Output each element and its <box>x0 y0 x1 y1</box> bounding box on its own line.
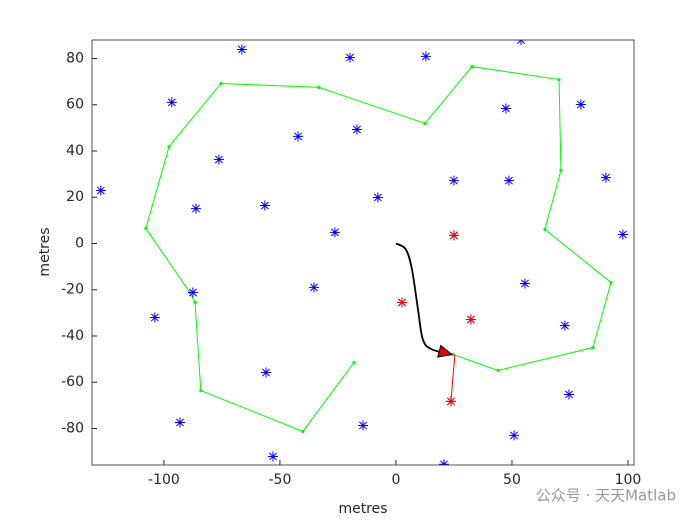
landmark-marker <box>500 103 511 114</box>
y-tick-label: 40 <box>66 143 84 159</box>
landmark-marker <box>174 417 185 428</box>
waypoint-marker <box>451 352 455 357</box>
x-tick-label: 0 <box>391 472 400 488</box>
waypoint-marker <box>609 280 613 285</box>
landmark-marker <box>372 192 383 203</box>
landmark-marker <box>213 154 224 165</box>
landmark-marker <box>445 396 456 407</box>
series-line <box>395 242 453 356</box>
waypoint-marker <box>591 345 595 350</box>
waypoint-marker <box>193 300 197 305</box>
landmark-marker <box>166 97 177 108</box>
landmark-marker <box>503 175 514 186</box>
series-line <box>450 354 456 402</box>
y-tick-label: -40 <box>61 328 84 344</box>
landmark-marker <box>95 185 106 196</box>
landmark-marker <box>448 230 459 241</box>
x-tick-label: -50 <box>268 472 291 488</box>
landmark-marker <box>236 44 247 55</box>
y-tick-label: 80 <box>66 50 84 66</box>
waypoint-marker <box>301 429 305 434</box>
landmark-marker <box>358 420 368 431</box>
waypoint-marker <box>144 226 148 231</box>
landmark-marker <box>259 200 270 211</box>
y-tick-label: 60 <box>66 97 84 113</box>
landmark-marker <box>438 459 449 465</box>
landmark-marker <box>564 389 575 400</box>
landmark-marker <box>575 99 586 110</box>
landmark-marker <box>600 172 611 183</box>
waypoint-marker <box>167 144 171 149</box>
landmark-marker <box>309 282 320 293</box>
waypoint-marker <box>317 85 321 90</box>
waypoint-marker <box>559 168 563 173</box>
x-tick-label: 50 <box>503 472 521 488</box>
landmark-marker <box>190 203 201 214</box>
waypoint-marker <box>557 77 561 82</box>
landmark-marker <box>329 227 340 238</box>
landmark-marker <box>345 52 356 63</box>
x-tick-label: -100 <box>148 472 180 488</box>
landmark-marker <box>465 314 476 325</box>
landmark-marker <box>351 124 362 135</box>
waypoint-marker <box>496 368 500 373</box>
series-line <box>145 66 612 433</box>
waypoint-marker <box>543 227 547 231</box>
landmark-marker <box>509 430 520 441</box>
waypoint-marker <box>352 360 356 365</box>
landmark-marker <box>261 367 272 378</box>
y-tick-label: -20 <box>61 282 84 298</box>
y-tick-label: -60 <box>61 374 84 390</box>
landmark-marker <box>396 297 407 308</box>
waypoint-marker <box>199 388 203 393</box>
landmark-marker <box>267 451 278 462</box>
arrow-head <box>437 344 454 358</box>
y-axis-label: metres <box>37 227 53 276</box>
landmark-marker <box>448 175 459 186</box>
landmark-marker <box>187 287 198 298</box>
axes-box <box>91 39 635 466</box>
landmark-marker <box>617 229 628 240</box>
landmark-marker <box>420 51 431 62</box>
y-tick-label: -80 <box>61 420 84 436</box>
waypoint-marker <box>470 64 474 69</box>
y-tick-label: 20 <box>66 189 84 205</box>
plot <box>95 40 628 465</box>
landmark-marker <box>149 312 160 323</box>
landmark-marker <box>293 131 304 142</box>
waypoint-marker <box>423 121 427 126</box>
landmark-marker <box>519 278 530 289</box>
y-tick-label: 0 <box>75 235 84 251</box>
x-axis-label: metres <box>338 501 387 517</box>
landmark-marker <box>559 320 570 331</box>
waypoint-marker <box>219 81 223 86</box>
x-tick-label: 100 <box>615 472 642 488</box>
plot-area <box>92 40 634 465</box>
watermark: 公众号 · 天天Matlab <box>536 487 676 505</box>
